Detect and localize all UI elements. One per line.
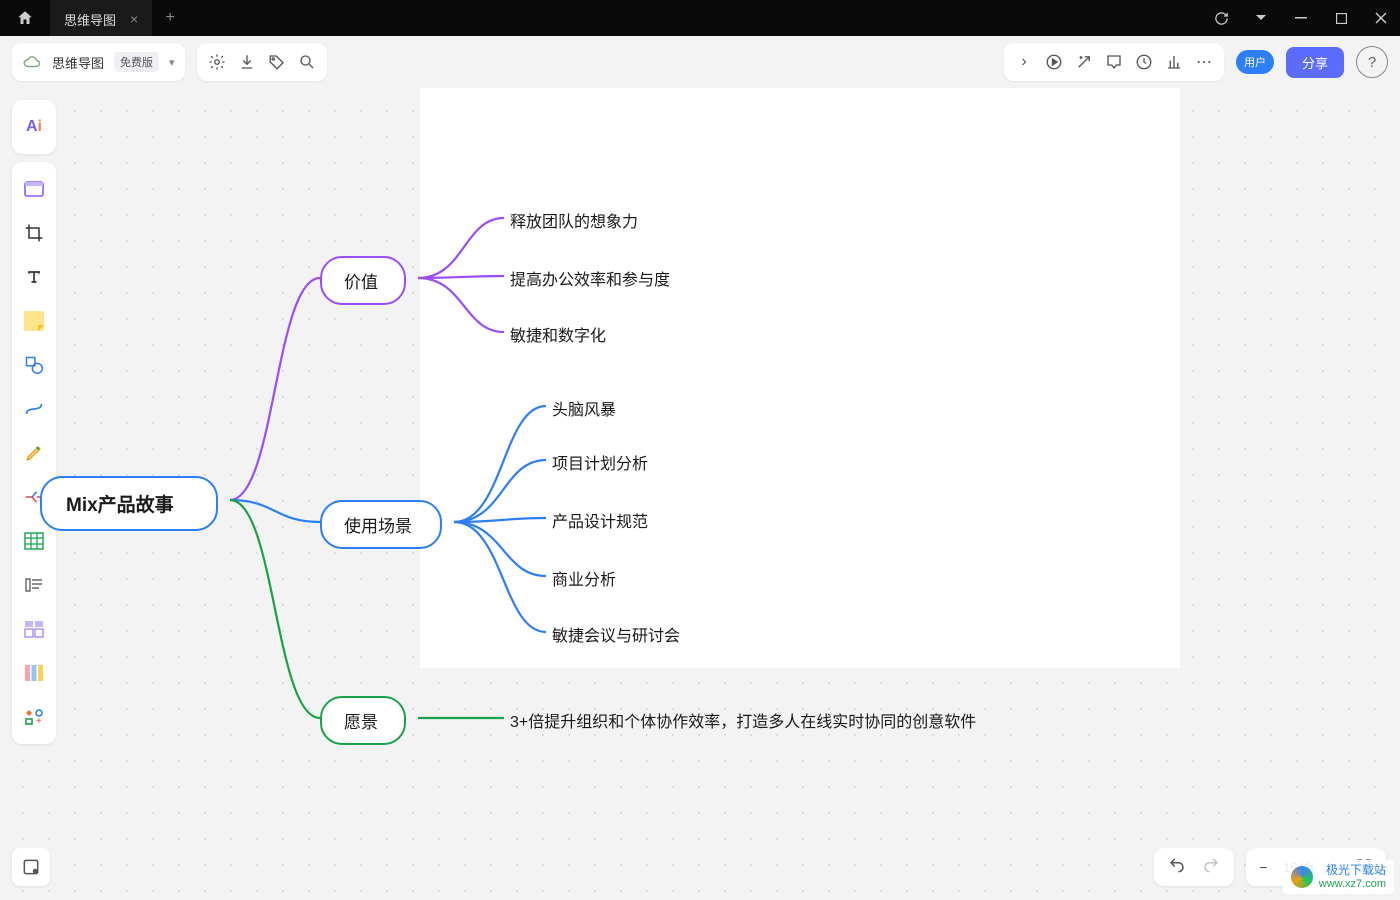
mindmap-node-vision[interactable]: 愿景 bbox=[320, 696, 406, 745]
right-tools-pill: › ⋯ bbox=[1004, 43, 1224, 81]
download-icon[interactable] bbox=[237, 52, 257, 72]
zoom-out-button[interactable]: − bbox=[1260, 860, 1268, 875]
watermark-line1: 极光下载站 bbox=[1319, 863, 1386, 877]
window-controls bbox=[1202, 0, 1400, 36]
comment-icon[interactable] bbox=[1104, 52, 1124, 72]
redo-icon bbox=[1202, 856, 1220, 874]
tab-title: 思维导图 bbox=[64, 10, 116, 29]
history-icon[interactable] bbox=[1134, 52, 1154, 72]
help-button[interactable]: ? bbox=[1356, 46, 1388, 78]
chevron-down-icon bbox=[1255, 12, 1267, 24]
close-button[interactable] bbox=[1362, 0, 1400, 36]
mindmap-leaf-scene-1[interactable]: 项目计划分析 bbox=[552, 450, 648, 474]
search-icon[interactable] bbox=[297, 52, 317, 72]
canvas-area[interactable]: Ai + Mix产品故事价值释放团队的想象力提高办公效率和参与度敏捷和数字化使用… bbox=[0, 88, 1400, 900]
dropdown-button[interactable] bbox=[1242, 0, 1280, 36]
share-button[interactable]: 分享 bbox=[1286, 47, 1344, 78]
minimize-icon bbox=[1295, 12, 1307, 24]
content-background bbox=[420, 88, 1180, 668]
titlebar: 思维导图 × + bbox=[0, 0, 1400, 36]
watermark: 极光下载站 www.xz7.com bbox=[1283, 860, 1394, 894]
action-pill bbox=[197, 43, 327, 81]
doc-title: 思维导图 bbox=[52, 53, 104, 72]
mindmap-leaf-vision-0[interactable]: 3+倍提升组织和个体协作效率，打造多人在线实时协同的创意软件 bbox=[510, 708, 976, 732]
undo-button[interactable] bbox=[1168, 856, 1186, 879]
watermark-line2: www.xz7.com bbox=[1319, 878, 1386, 891]
bottom-left-controls bbox=[12, 848, 50, 886]
cloud-icon bbox=[22, 52, 42, 72]
doc-info-pill: 思维导图 免费版 ▾ bbox=[12, 43, 185, 81]
sparkle-icon[interactable] bbox=[1074, 52, 1094, 72]
settings-icon[interactable] bbox=[207, 52, 227, 72]
mindmap-canvas: Mix产品故事 价值 释放团队的想象力提高办公效率和参与度敏捷和数字化使用场景 头脑风… bbox=[0, 88, 1400, 900]
chart-icon[interactable] bbox=[1164, 52, 1184, 72]
redo-button[interactable] bbox=[1202, 856, 1220, 879]
maximize-icon bbox=[1336, 13, 1347, 24]
mindmap-root-node[interactable]: Mix产品故事 bbox=[40, 476, 218, 531]
minimize-button[interactable] bbox=[1282, 0, 1320, 36]
mindmap-leaf-value-0[interactable]: 释放团队的想象力 bbox=[510, 208, 638, 232]
undo-redo-pill bbox=[1154, 848, 1234, 886]
more-icon[interactable]: ⋯ bbox=[1194, 52, 1214, 72]
locate-button[interactable] bbox=[12, 848, 50, 886]
play-icon[interactable] bbox=[1044, 52, 1064, 72]
tag-icon[interactable] bbox=[267, 52, 287, 72]
undo-icon bbox=[1168, 856, 1186, 874]
close-icon bbox=[1375, 12, 1387, 24]
tab-close-icon[interactable]: × bbox=[130, 11, 138, 27]
locate-icon bbox=[21, 857, 41, 877]
tab-add-button[interactable]: + bbox=[152, 9, 188, 27]
mindmap-leaf-value-2[interactable]: 敏捷和数字化 bbox=[510, 322, 606, 346]
mindmap-node-scene[interactable]: 使用场景 bbox=[320, 500, 442, 549]
chevron-down-icon[interactable]: ▾ bbox=[169, 56, 175, 69]
refresh-icon bbox=[1214, 11, 1229, 26]
top-toolbar: 思维导图 免费版 ▾ › ⋯ 用户 分享 ? bbox=[0, 36, 1400, 88]
refresh-button[interactable] bbox=[1202, 0, 1240, 36]
maximize-button[interactable] bbox=[1322, 0, 1360, 36]
mindmap-leaf-scene-3[interactable]: 商业分析 bbox=[552, 566, 616, 590]
user-badge[interactable]: 用户 bbox=[1236, 50, 1274, 74]
mindmap-leaf-value-1[interactable]: 提高办公效率和参与度 bbox=[510, 266, 670, 290]
watermark-logo-icon bbox=[1291, 866, 1313, 888]
home-icon bbox=[16, 9, 34, 27]
tab-active[interactable]: 思维导图 × bbox=[50, 0, 152, 36]
mindmap-leaf-scene-2[interactable]: 产品设计规范 bbox=[552, 508, 648, 532]
plan-badge: 免费版 bbox=[114, 52, 159, 72]
home-button[interactable] bbox=[0, 0, 50, 36]
mindmap-leaf-scene-4[interactable]: 敏捷会议与研讨会 bbox=[552, 622, 680, 646]
mindmap-node-value[interactable]: 价值 bbox=[320, 256, 406, 305]
chevron-right-icon[interactable]: › bbox=[1014, 52, 1034, 72]
mindmap-leaf-scene-0[interactable]: 头脑风暴 bbox=[552, 396, 616, 420]
